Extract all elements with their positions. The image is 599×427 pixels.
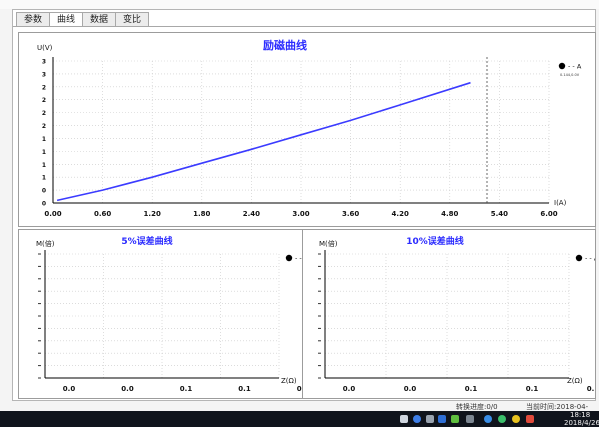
tab-ratio[interactable]: 变比 <box>115 12 150 26</box>
volume-icon[interactable] <box>526 415 534 423</box>
x-tick-label: 1.20 <box>144 210 161 218</box>
chart-title: 5%误差曲线 <box>121 235 172 247</box>
taskbar: 18:18 2018/4/26 <box>0 411 599 427</box>
battery-icon[interactable] <box>451 415 459 423</box>
legend-label: - - A <box>568 63 582 71</box>
y-axis-label: U(V) <box>37 44 53 52</box>
x-tick-label: 3.00 <box>292 210 309 218</box>
x-tick-label: 0.0 <box>63 385 76 393</box>
x-tick-label: 0.1 <box>526 385 539 393</box>
status-bar: 转换进度:0/0 当前时间:2018-04-26 18:1 <box>12 401 596 420</box>
x-tick-label: 0.0 <box>343 385 356 393</box>
x-tick-label: 0.1 <box>465 385 478 393</box>
x-axis-label: Z(Ω) <box>281 377 297 385</box>
y-tick-label: 3 <box>42 59 46 66</box>
clock-time[interactable]: 18:18 <box>570 411 591 419</box>
x-tick-label: 4.20 <box>392 210 409 218</box>
chart-title: 励磁曲线 <box>263 38 307 52</box>
tab-bar: 参数 曲线 数据 变比 <box>16 12 150 27</box>
tab-underline <box>13 26 595 27</box>
legend-marker <box>558 62 566 70</box>
x-tick-label: 1.80 <box>193 210 210 218</box>
y-tick-label: 1 <box>42 175 46 182</box>
settings-icon[interactable] <box>426 415 434 423</box>
y-tick-label: 1 <box>42 136 46 143</box>
network-icon[interactable] <box>438 415 446 423</box>
x-tick-label: 0.1 <box>587 385 595 393</box>
x-tick-label: 0.00 <box>44 210 61 218</box>
excitation-curve-line <box>56 81 471 202</box>
top-strip <box>0 0 599 9</box>
legend-label: - - A <box>295 255 306 263</box>
legend-label: - - A <box>585 255 595 263</box>
x-tick-label: 0.60 <box>94 210 111 218</box>
y-tick-label: 3 <box>42 71 46 78</box>
x-axis-label: Z(Ω) <box>567 377 583 385</box>
error10-chart: 0.0 0.0 0.1 0.1 0.1 10%误差曲线 M(倍) Z(Ω) - - A <box>318 235 599 393</box>
x-tick-label: 2.40 <box>243 210 260 218</box>
y-tick-label: 0 <box>42 201 46 208</box>
excitation-curve-panel: 0.00 0.60 1.20 1.80 2.40 3.00 3.60 4.20 4.80 5.40… <box>18 32 596 227</box>
y-axis-label: M(倍) <box>36 239 55 248</box>
y-tick-label: 2 <box>42 123 46 130</box>
excitation-chart: 0.00 0.60 1.20 1.80 2.40 3.00 3.60 4.20 4.80 5.40… <box>37 38 582 218</box>
tab-parameters[interactable]: 参数 <box>16 12 51 26</box>
y-tick-label: 2 <box>42 110 46 117</box>
x-tick-label: 3.60 <box>342 210 359 218</box>
keyboard-icon[interactable] <box>400 415 408 423</box>
app-icon[interactable] <box>484 415 492 423</box>
legend-marker <box>575 254 583 262</box>
y-tick-label: 2 <box>42 97 46 104</box>
y-axis-label: M(倍) <box>319 239 338 248</box>
clock-date[interactable]: 2018/4/26 <box>564 419 599 427</box>
x-tick-label: 0.0 <box>404 385 417 393</box>
tab-data[interactable]: 数据 <box>82 12 117 26</box>
y-tick-label: 2 <box>42 84 46 91</box>
browser-icon[interactable] <box>498 415 506 423</box>
x-tick-label: 5.40 <box>491 210 508 218</box>
error10-curve-panel: 0.0 0.0 0.1 0.1 0.1 10%误差曲线 M(倍) Z(Ω) - - A <box>302 229 599 399</box>
x-tick-label: 6.00 <box>540 210 557 218</box>
x-axis-label: I(A) <box>554 199 567 207</box>
chart-title: 10%误差曲线 <box>406 235 464 247</box>
help-icon[interactable] <box>413 415 421 423</box>
y-tick-label: 0 <box>42 188 46 195</box>
x-tick-label: 0.1 <box>238 385 251 393</box>
x-tick-label: 0.0 <box>121 385 134 393</box>
y-tick-label: 1 <box>42 162 46 169</box>
chat-icon[interactable] <box>512 415 520 423</box>
main-window: 参数 曲线 数据 变比 0.00 0.60 1.20 1.80 2.40 3.00 3.60… <box>12 9 599 401</box>
tab-curves[interactable]: 曲线 <box>49 12 84 27</box>
x-tick-label: 0.1 <box>180 385 193 393</box>
legend-note: 0.144,0.0V <box>560 73 580 77</box>
chevron-up-icon[interactable] <box>466 415 474 423</box>
x-tick-label: 4.80 <box>441 210 458 218</box>
y-tick-label: 1 <box>42 149 46 156</box>
legend-marker <box>285 254 293 262</box>
conversion-progress: 转换进度:0/0 <box>456 403 498 411</box>
